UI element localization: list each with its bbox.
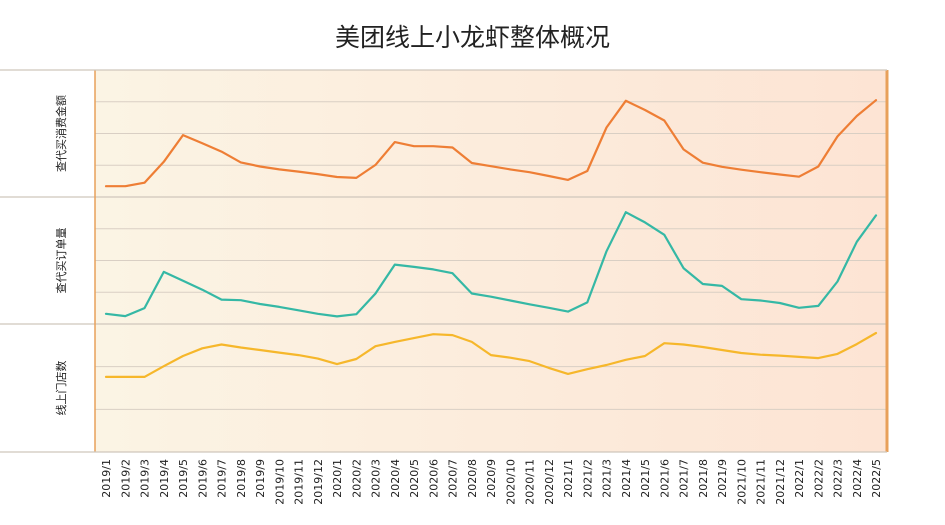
- x-tick-label: 2021/4: [620, 459, 633, 498]
- chart-title: 美团线上小龙虾整体概况: [334, 23, 610, 52]
- x-tick-label: 2019/3: [139, 459, 152, 498]
- panel-label: 查代买消费金额: [54, 95, 68, 172]
- x-tick-label: 2020/8: [466, 459, 479, 498]
- plot-border: [0, 69, 889, 453]
- x-tick-label: 2021/8: [697, 459, 710, 498]
- x-tick-label: 2020/5: [408, 459, 421, 498]
- x-tick-label: 2021/2: [581, 459, 594, 498]
- x-tick-label: 2019/10: [273, 459, 286, 505]
- x-tick-label: 2021/1: [562, 459, 575, 498]
- x-tick-label: 2020/2: [350, 459, 363, 498]
- x-tick-label: 2020/12: [543, 459, 556, 505]
- x-tick-label: 2020/6: [427, 459, 440, 498]
- x-tick-label: 2019/2: [119, 459, 132, 498]
- x-tick-label: 2019/1: [100, 459, 113, 498]
- x-tick-label: 2020/9: [485, 459, 498, 498]
- x-tick-label: 2022/2: [812, 459, 825, 498]
- x-tick-label: 2020/4: [389, 459, 402, 498]
- x-tick-label: 2021/12: [774, 459, 787, 505]
- panel-label: 查代买订单量: [54, 228, 68, 294]
- x-tick-label: 2019/5: [177, 459, 190, 498]
- x-tick-label: 2019/12: [312, 459, 325, 505]
- x-tick-label: 2021/9: [716, 459, 729, 498]
- x-tick-label: 2021/11: [755, 459, 768, 505]
- panel-label: 线上门店数: [54, 361, 68, 416]
- x-tick-label: 2019/6: [196, 459, 209, 498]
- x-tick-label: 2020/10: [504, 459, 517, 505]
- x-tick-label: 2020/11: [524, 459, 537, 505]
- x-tick-label: 2019/9: [254, 459, 267, 498]
- x-tick-label: 2019/8: [235, 459, 248, 498]
- x-tick-label: 2022/4: [851, 459, 864, 498]
- x-tick-label: 2020/1: [331, 459, 344, 498]
- x-tick-label: 2021/5: [639, 459, 652, 498]
- x-tick-label: 2021/3: [601, 459, 614, 498]
- series-lines: [104, 99, 878, 378]
- x-tick-label: 2019/11: [293, 459, 306, 505]
- x-tick-label: 2021/6: [658, 459, 671, 498]
- x-tick-label: 2021/10: [735, 459, 748, 505]
- x-tick-label: 2021/7: [678, 459, 691, 498]
- x-tick-label: 2019/4: [158, 459, 171, 498]
- x-tick-label: 2019/7: [216, 459, 229, 498]
- x-tick-label: 2022/5: [870, 459, 883, 498]
- x-tick-label: 2020/7: [447, 459, 460, 498]
- x-tick-label: 2022/3: [832, 459, 845, 498]
- grid-lines: [0, 101, 887, 410]
- x-tick-label: 2022/1: [793, 459, 806, 498]
- x-tick-label: 2020/3: [370, 459, 383, 498]
